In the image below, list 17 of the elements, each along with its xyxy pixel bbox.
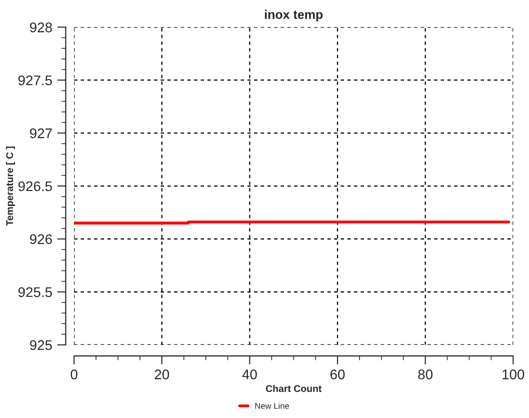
x-tick-label: 40 [242,370,257,380]
y-tick-label: 926.5 [18,181,52,192]
x-axis-title: Chart Count [266,384,322,392]
y-tick-label: 928 [30,22,52,32]
x-tick-label: 80 [418,370,432,380]
y-tick-label: 925.5 [18,287,52,298]
y-tick-label: 926 [30,234,52,244]
chart-title: inox temp [264,10,323,22]
x-tick-label: 60 [330,370,345,380]
x-tick-label: 20 [154,370,170,380]
y-tick-label: 927.5 [18,75,52,86]
x-tick-label: 100 [502,370,524,380]
y-tick-label: 927 [30,128,52,138]
y-tick-label: 925 [30,340,52,350]
x-tick-label: 0 [70,370,78,380]
legend-label: New Line [255,402,289,409]
y-axis-title: Temperature [ C ] [6,146,15,226]
